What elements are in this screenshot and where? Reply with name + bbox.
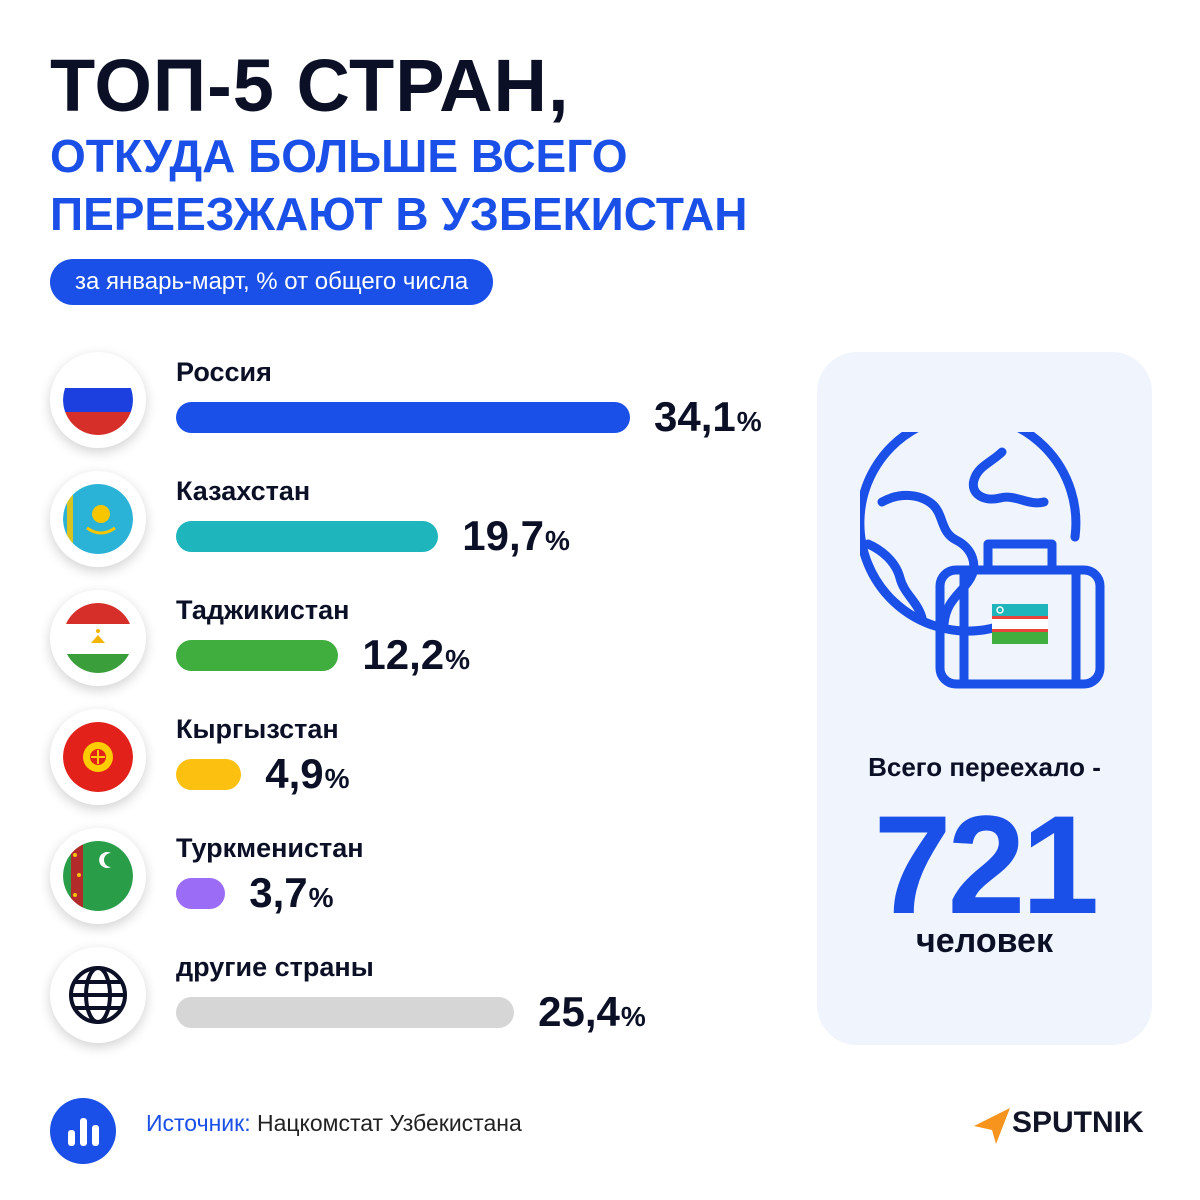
- value-unit: %: [545, 525, 570, 556]
- title-line-2: ОТКУДА БОЛЬШЕ ВСЕГО: [50, 130, 628, 182]
- value-unit: %: [620, 1001, 646, 1032]
- source-text: Нацкомстат Узбекистана: [256, 1110, 522, 1136]
- category-label: другие страны: [176, 952, 374, 982]
- tajikistan-flag-icon: [50, 590, 146, 686]
- value-label: 4,9%: [265, 750, 349, 803]
- value-label: 12,2%: [362, 631, 470, 684]
- value-unit: %: [308, 882, 334, 913]
- brand-logo-text: SPUTNIK: [1012, 1106, 1144, 1139]
- turkmenistan-flag-icon: [50, 828, 146, 924]
- kazakhstan-flag-icon: [50, 471, 146, 567]
- value-unit: %: [445, 644, 471, 675]
- category-label: Таджикистан: [176, 595, 350, 625]
- value-unit: %: [736, 406, 762, 437]
- bar: [176, 759, 242, 790]
- value-unit: %: [324, 763, 350, 794]
- title-line-1: ТОП-5 СТРАН,: [50, 44, 570, 127]
- kyrgyzstan-flag-icon: [50, 709, 146, 805]
- value-number: 19,7: [462, 512, 545, 559]
- russia-flag-icon: [50, 352, 146, 448]
- bar: [176, 878, 226, 909]
- value-number: 25,4: [538, 988, 620, 1035]
- globe-icon: [50, 947, 146, 1043]
- source-label: Источник:: [146, 1110, 251, 1136]
- value-number: 34,1: [654, 393, 736, 440]
- category-label: Кыргызстан: [176, 714, 339, 744]
- value-label: 3,7%: [249, 869, 333, 922]
- value-label: 19,7%: [462, 512, 570, 565]
- value-label: 34,1%: [654, 393, 762, 446]
- bar: [176, 521, 439, 552]
- value-number: 3,7: [249, 869, 308, 916]
- value-number: 12,2: [362, 631, 445, 678]
- bar: [176, 640, 339, 671]
- total-label: Всего переехало -: [868, 752, 1101, 782]
- source-chart-icon: [50, 1098, 116, 1164]
- bar: [176, 402, 630, 433]
- value-number: 4,9: [265, 750, 324, 797]
- total-unit: человек: [916, 922, 1053, 960]
- sputnik-logo-icon: [974, 1108, 1010, 1144]
- source-line: Источник: Нацкомстат Узбекистана: [146, 1110, 522, 1137]
- category-label: Казахстан: [176, 476, 311, 506]
- total-value: 721: [873, 786, 1100, 943]
- title-line-3: ПЕРЕЕЗЖАЮТ В УЗБЕКИСТАН: [50, 188, 748, 240]
- globe-suitcase-icon: [860, 432, 1105, 689]
- value-label: 25,4%: [538, 988, 646, 1041]
- category-label: Туркменистан: [176, 833, 364, 863]
- bar: [176, 997, 515, 1028]
- subtitle-badge: за январь-март, % от общего числа: [50, 259, 494, 305]
- category-label: Россия: [176, 357, 272, 387]
